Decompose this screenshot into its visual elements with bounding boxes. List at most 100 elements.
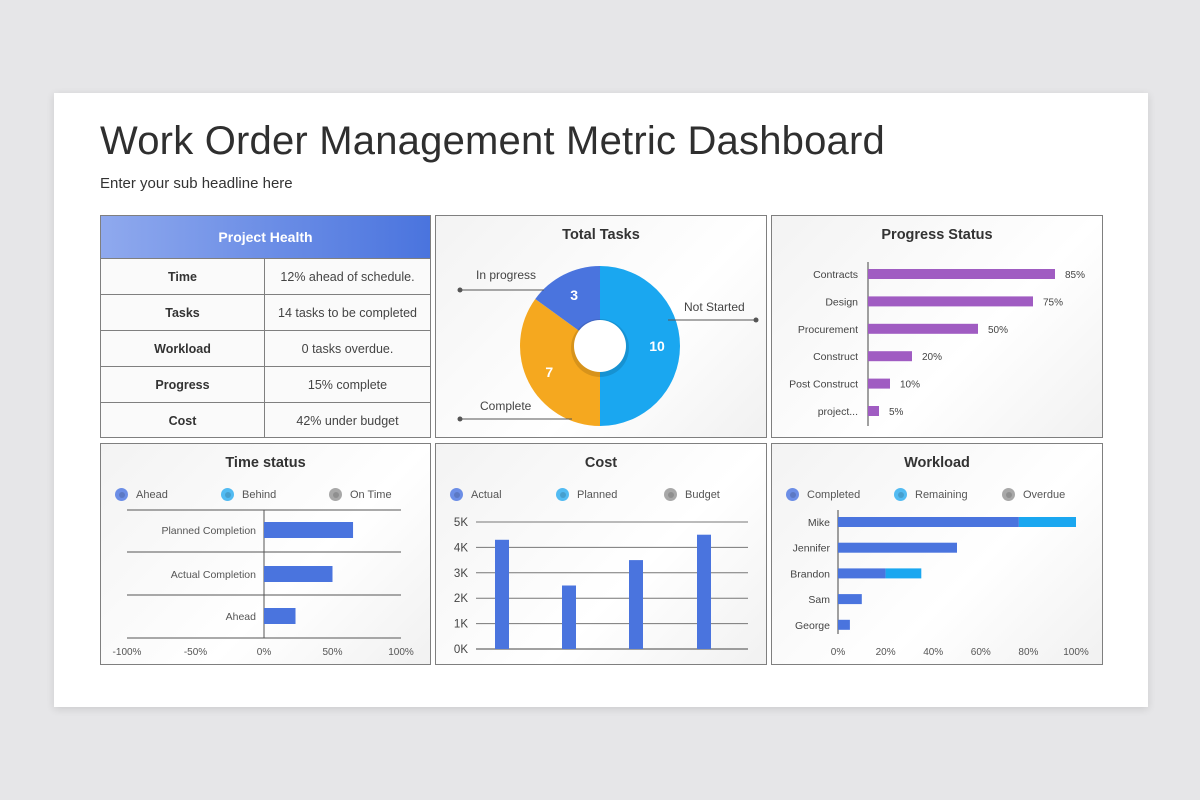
legend-label: Completed xyxy=(807,488,861,501)
category-label: Planned Completion xyxy=(161,525,256,537)
category-label: Post Construct xyxy=(789,379,858,391)
progress-status-panel: Progress Status Contracts 85% Design 75% Pro… xyxy=(771,215,1103,438)
slice-category-label: In progress xyxy=(476,268,536,282)
leader-dot xyxy=(457,287,463,293)
slice-value-label: 3 xyxy=(570,287,578,303)
tick-label: 50% xyxy=(322,647,342,658)
total-tasks-panel: Total Tasks 10 7 3 Not Started In progress Co… xyxy=(435,215,767,438)
time-status-panel: Time status Ahead Behind On Time Planned… xyxy=(100,443,431,665)
bar xyxy=(697,534,711,649)
legend-item[interactable]: Remaining xyxy=(894,488,968,501)
bar xyxy=(868,296,1033,307)
legend-label: Budget xyxy=(685,488,720,501)
table-row: Progress 15% complete xyxy=(101,366,430,402)
dot-icon xyxy=(221,488,234,501)
tick-label: 80% xyxy=(1018,647,1038,658)
table-row: Workload 0 tasks overdue. xyxy=(101,330,430,366)
panel-title: Workload xyxy=(904,455,970,471)
tick-label: 5K xyxy=(454,517,468,529)
legend-item[interactable]: Planned xyxy=(556,488,617,501)
tick-label: 0K xyxy=(454,644,468,656)
legend-label: Planned xyxy=(577,488,618,501)
bar xyxy=(264,566,333,582)
tick-label: 0% xyxy=(831,647,846,658)
category-label: Mike xyxy=(808,517,830,529)
row-value: 14 tasks to be completed xyxy=(278,305,417,320)
bar-segment xyxy=(838,594,862,605)
tick-label: 40% xyxy=(923,647,943,658)
row-label: Tasks xyxy=(101,295,265,330)
panel-title: Cost xyxy=(584,455,618,471)
legend-item[interactable]: On Time xyxy=(329,488,392,501)
bar xyxy=(264,608,296,624)
project-health-header: Project Health xyxy=(101,216,430,258)
bar xyxy=(562,585,576,649)
row-label: Workload xyxy=(101,331,265,366)
value-label: 85% xyxy=(1065,270,1085,281)
bar xyxy=(868,323,978,334)
legend-item[interactable]: Behind xyxy=(221,488,276,501)
category-label: Ahead xyxy=(226,611,257,623)
tick-label: 2K xyxy=(454,593,468,605)
row-value: 0 tasks overdue. xyxy=(301,341,394,356)
cost-panel: Cost Actual Planned Budget 0K 1K 2K 3K 4K 5K xyxy=(435,443,767,665)
category-label: Actual Completion xyxy=(171,569,256,581)
page-title: Work Order Management Metric Dashboard xyxy=(100,119,885,163)
category-label: Construct xyxy=(813,351,858,363)
category-label: Brandon xyxy=(790,568,830,580)
category-label: Procurement xyxy=(798,324,858,336)
tick-label: 0% xyxy=(257,647,272,658)
tick-label: 4K xyxy=(454,542,468,554)
bar xyxy=(264,522,354,538)
value-label: 50% xyxy=(988,325,1008,336)
tick-label: 60% xyxy=(971,647,991,658)
workload-panel: Workload Completed Remaining Overdue Mik… xyxy=(771,443,1103,665)
panel-title: Time status xyxy=(225,455,306,471)
table-row: Cost 42% under budget xyxy=(101,402,430,437)
dot-icon xyxy=(450,488,463,501)
bar xyxy=(868,378,890,389)
legend-item[interactable]: Ahead xyxy=(115,488,168,501)
category-label: Design xyxy=(825,296,858,308)
pie-slice xyxy=(520,298,600,426)
dot-icon xyxy=(786,488,799,501)
value-label: 75% xyxy=(1043,297,1063,308)
legend-item[interactable]: Overdue xyxy=(1002,488,1065,501)
dot-icon xyxy=(329,488,342,501)
legend: Completed Remaining Overdue xyxy=(772,488,1102,506)
legend-item[interactable]: Completed xyxy=(786,488,860,501)
slice-value-label: 10 xyxy=(649,338,665,354)
bar xyxy=(868,269,1055,279)
progress-status-chart: Contracts 85% Design 75% Procurement 50% Const… xyxy=(789,262,1085,426)
row-value: 12% ahead of schedule. xyxy=(280,269,415,284)
value-label: 20% xyxy=(922,352,942,363)
legend-item[interactable]: Budget xyxy=(664,488,720,501)
tick-label: 20% xyxy=(876,647,896,658)
slice-category-label: Not Started xyxy=(684,300,745,314)
legend-label: Behind xyxy=(242,488,277,501)
category-label: Sam xyxy=(808,594,830,606)
bar xyxy=(629,560,643,649)
value-label: 10% xyxy=(900,380,920,391)
legend: Ahead Behind On Time xyxy=(101,488,430,506)
bar-segment xyxy=(838,568,886,579)
legend-label: On Time xyxy=(350,488,392,501)
tick-label: -100% xyxy=(113,647,142,658)
row-value: 15% complete xyxy=(307,377,388,392)
workload-chart: Mike Jennifer Brandon Sam George 0% 20% 40% 60% 8… xyxy=(790,510,1089,658)
tick-label: 100% xyxy=(1063,647,1089,658)
leader-dot xyxy=(753,317,759,323)
donut-hole xyxy=(574,320,626,372)
legend: Actual Planned Budget xyxy=(436,488,766,506)
bar-segment xyxy=(885,568,922,579)
tick-label: 100% xyxy=(388,647,414,658)
panel-title: Total Tasks xyxy=(562,227,640,243)
slice-category-label: Complete xyxy=(480,399,532,413)
bar-segment xyxy=(1018,517,1076,527)
dot-icon xyxy=(664,488,677,501)
category-label: Contracts xyxy=(813,269,858,281)
legend-label: Overdue xyxy=(1023,488,1066,501)
legend-item[interactable]: Actual xyxy=(450,488,502,501)
legend-label: Ahead xyxy=(136,488,168,501)
row-value: 42% under budget xyxy=(296,413,399,428)
